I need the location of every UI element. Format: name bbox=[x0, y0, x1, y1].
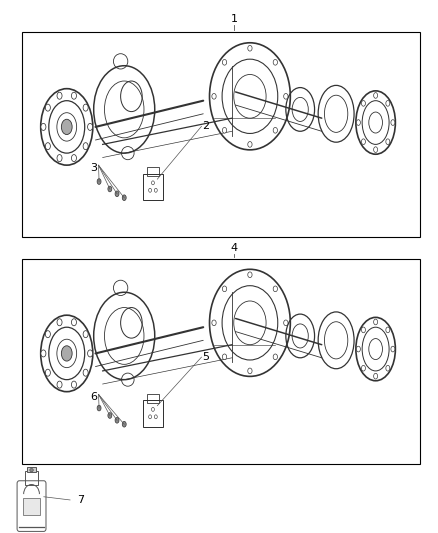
Ellipse shape bbox=[46, 330, 50, 338]
Ellipse shape bbox=[152, 181, 154, 185]
Text: 3: 3 bbox=[91, 163, 98, 173]
Ellipse shape bbox=[83, 330, 88, 338]
Ellipse shape bbox=[361, 366, 365, 371]
Ellipse shape bbox=[374, 147, 378, 152]
Text: 5: 5 bbox=[202, 352, 209, 362]
Ellipse shape bbox=[223, 354, 227, 360]
Ellipse shape bbox=[115, 417, 119, 423]
Text: 2: 2 bbox=[202, 122, 209, 131]
Ellipse shape bbox=[115, 191, 119, 197]
Ellipse shape bbox=[374, 319, 378, 325]
Ellipse shape bbox=[391, 346, 395, 352]
Bar bbox=[22, 32, 420, 237]
Ellipse shape bbox=[83, 104, 88, 111]
Ellipse shape bbox=[61, 346, 72, 361]
Ellipse shape bbox=[386, 101, 390, 106]
Ellipse shape bbox=[46, 104, 50, 111]
Ellipse shape bbox=[248, 45, 252, 51]
Ellipse shape bbox=[57, 319, 62, 326]
Ellipse shape bbox=[391, 120, 395, 125]
Ellipse shape bbox=[223, 60, 227, 65]
Ellipse shape bbox=[71, 319, 77, 326]
Ellipse shape bbox=[61, 119, 72, 134]
Ellipse shape bbox=[122, 422, 126, 427]
Ellipse shape bbox=[212, 93, 216, 99]
Ellipse shape bbox=[361, 139, 365, 144]
Ellipse shape bbox=[30, 469, 33, 472]
Ellipse shape bbox=[57, 155, 62, 161]
Ellipse shape bbox=[357, 346, 360, 352]
Ellipse shape bbox=[46, 369, 50, 376]
Ellipse shape bbox=[108, 413, 112, 418]
Ellipse shape bbox=[148, 188, 152, 192]
Ellipse shape bbox=[152, 407, 154, 411]
Ellipse shape bbox=[57, 92, 62, 99]
Ellipse shape bbox=[88, 124, 92, 131]
Ellipse shape bbox=[223, 127, 227, 133]
Text: 1: 1 bbox=[231, 14, 238, 23]
Ellipse shape bbox=[57, 381, 62, 388]
Ellipse shape bbox=[83, 369, 88, 376]
Ellipse shape bbox=[284, 320, 288, 326]
Ellipse shape bbox=[273, 60, 278, 65]
Ellipse shape bbox=[97, 405, 101, 411]
Ellipse shape bbox=[248, 272, 252, 278]
Text: 4: 4 bbox=[231, 243, 238, 253]
Text: 6: 6 bbox=[91, 392, 98, 402]
Ellipse shape bbox=[374, 373, 378, 379]
Ellipse shape bbox=[361, 101, 365, 106]
Ellipse shape bbox=[248, 142, 252, 147]
Ellipse shape bbox=[273, 354, 278, 360]
Ellipse shape bbox=[154, 415, 157, 419]
Ellipse shape bbox=[386, 366, 390, 371]
Ellipse shape bbox=[223, 286, 227, 292]
Ellipse shape bbox=[88, 350, 92, 357]
Ellipse shape bbox=[386, 327, 390, 333]
Bar bbox=[22, 259, 420, 464]
Ellipse shape bbox=[361, 327, 365, 333]
Text: 7: 7 bbox=[78, 495, 85, 505]
Ellipse shape bbox=[71, 155, 77, 161]
Ellipse shape bbox=[154, 188, 157, 192]
Ellipse shape bbox=[357, 120, 360, 125]
Ellipse shape bbox=[71, 381, 77, 388]
Ellipse shape bbox=[284, 93, 288, 99]
Ellipse shape bbox=[41, 350, 46, 357]
Ellipse shape bbox=[71, 92, 77, 99]
Ellipse shape bbox=[83, 143, 88, 150]
Ellipse shape bbox=[97, 179, 101, 184]
Ellipse shape bbox=[386, 139, 390, 144]
Ellipse shape bbox=[248, 368, 252, 374]
Ellipse shape bbox=[374, 93, 378, 98]
Ellipse shape bbox=[273, 127, 278, 133]
Bar bbox=[23, 498, 40, 515]
Ellipse shape bbox=[122, 195, 126, 200]
Bar bbox=[27, 467, 36, 472]
Ellipse shape bbox=[108, 186, 112, 192]
Ellipse shape bbox=[41, 124, 46, 131]
Ellipse shape bbox=[148, 415, 152, 419]
Ellipse shape bbox=[46, 143, 50, 150]
Ellipse shape bbox=[212, 320, 216, 326]
Ellipse shape bbox=[273, 286, 278, 292]
